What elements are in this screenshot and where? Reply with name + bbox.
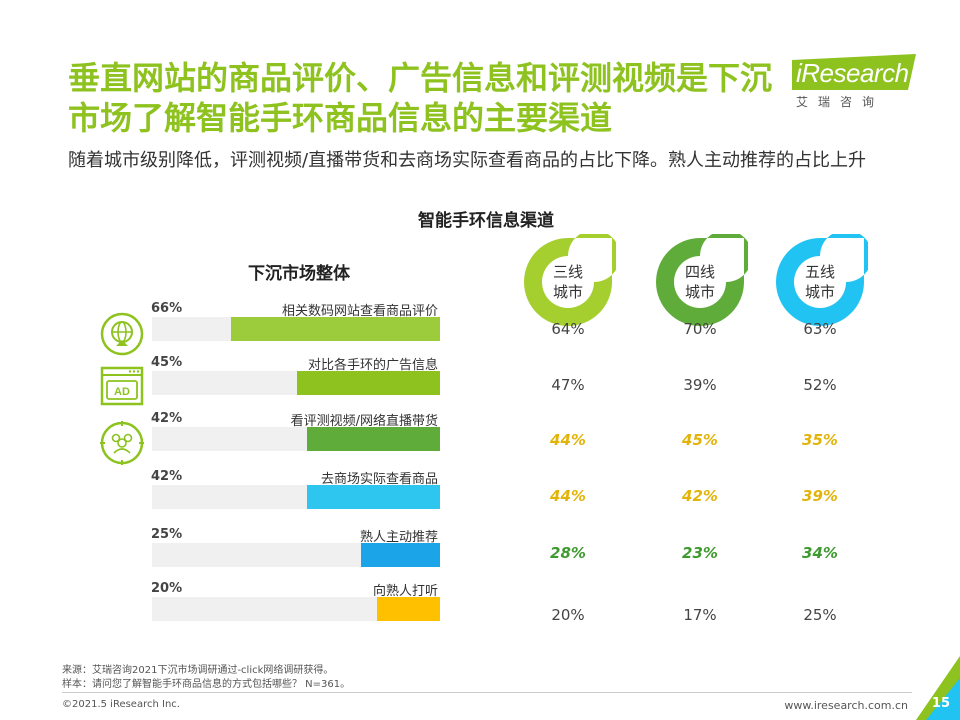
city-value: 47% (551, 376, 585, 394)
overall-title: 下沉市场整体 (248, 264, 350, 284)
overall-bar (230, 317, 440, 341)
city-value: 25% (803, 606, 837, 624)
page-title: 垂直网站的商品评价、广告信息和评测视频是下沉市场了解智能手环商品信息的主要渠道 (68, 59, 773, 137)
city-value: 20% (551, 606, 585, 624)
sample-note: 样本：请问您了解智能手环商品信息的方式包括哪些？ N=361。 (62, 679, 351, 690)
overall-bar (306, 485, 440, 509)
city-value: 35% (802, 431, 838, 449)
copyright: ©2021.5 iResearch Inc. (62, 699, 180, 710)
category-label: 去商场实际查看商品 (320, 472, 438, 487)
overall-bar (297, 371, 440, 395)
overall-bar (306, 427, 440, 451)
city-value: 44% (550, 487, 586, 505)
overall-bar (360, 543, 440, 567)
corner-decoration (916, 656, 960, 720)
city-value: 52% (803, 376, 837, 394)
city-value: 44% (550, 431, 586, 449)
city-value: 34% (802, 544, 838, 562)
page-number: 15 (931, 696, 950, 711)
city-value: 63% (803, 320, 837, 338)
category-label: 看评测视频/网络直播带货 (290, 414, 438, 429)
city-value: 45% (682, 431, 718, 449)
city-value: 39% (802, 487, 838, 505)
city-value: 28% (550, 544, 586, 562)
city-badge (656, 234, 748, 326)
logo-banner-shape (792, 54, 916, 90)
city-value: 23% (682, 544, 718, 562)
city-value: 64% (551, 320, 585, 338)
category-label: 对比各手环的广告信息 (307, 358, 438, 373)
website-icon (100, 312, 144, 356)
city-badge (776, 234, 868, 326)
overall-value-label: 45% (151, 355, 183, 370)
city-name: 三线 城市 (552, 263, 583, 301)
overall-value-label: 42% (151, 469, 183, 484)
overall-value-label: 20% (151, 581, 183, 596)
chart-title: 智能手环信息渠道 (418, 211, 554, 231)
svg-text:AD: AD (114, 386, 130, 398)
logo-chinese: 艾瑞咨询 (796, 95, 885, 109)
iresearch-logo: iResearch 艾瑞咨询 (792, 54, 922, 114)
city-value: 17% (683, 606, 717, 624)
city-name: 四线 城市 (684, 263, 715, 301)
overall-bar (376, 597, 440, 621)
footer-divider (62, 692, 912, 693)
overall-value-label: 66% (151, 301, 183, 316)
overall-value-label: 25% (151, 527, 183, 542)
city-value: 70% (683, 320, 717, 338)
category-label: 相关数码网站查看商品评价 (281, 304, 438, 319)
ad-icon: AD (100, 366, 144, 406)
city-badge (524, 234, 616, 326)
people-icon (100, 421, 144, 465)
source-note: 来源：艾瑞咨询2021下沉市场调研通过-click网络调研获得。 (62, 665, 334, 676)
category-label: 向熟人打听 (372, 584, 438, 599)
category-label: 熟人主动推荐 (359, 530, 438, 545)
city-name: 五线 城市 (804, 263, 835, 301)
page-subtitle: 随着城市级别降低，评测视频/直播带货和去商场实际查看商品的占比下降。熟人主动推荐… (68, 150, 867, 171)
city-value: 42% (682, 487, 718, 505)
overall-value-label: 42% (151, 411, 183, 426)
logo-word: iResearch (796, 58, 909, 88)
site-url: www.iresearch.com.cn (784, 699, 908, 712)
city-value: 39% (683, 376, 717, 394)
